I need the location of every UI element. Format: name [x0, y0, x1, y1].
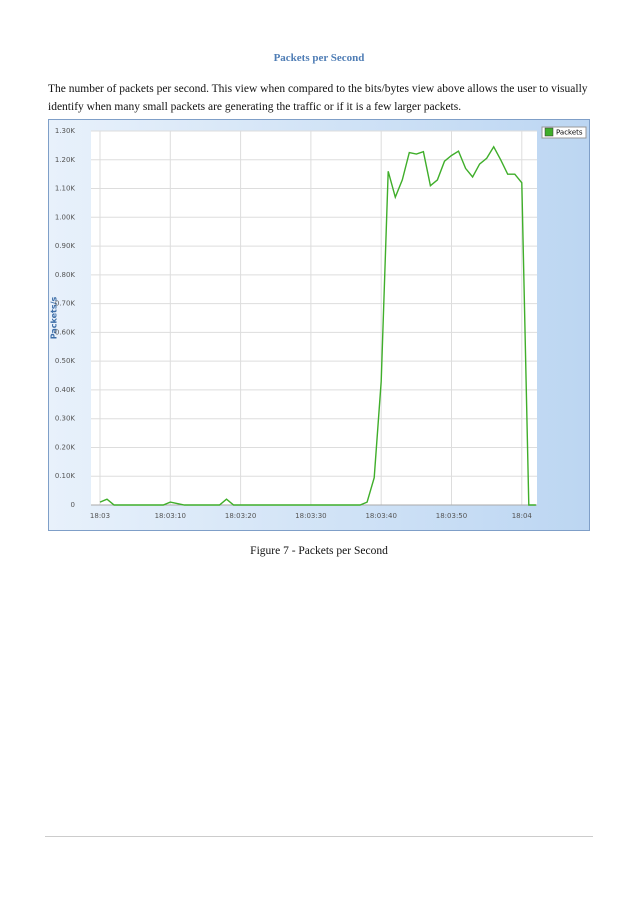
y-tick-label: 1.30K [55, 127, 76, 135]
chart: Packets/s 0 0.10K 0.20K 0.30K 0.40K 0.50K 0.60… [48, 119, 590, 531]
x-tick-label: 18:03:30 [295, 512, 326, 520]
y-tick-label: 0.40K [55, 386, 76, 394]
y-tick-label: 1.20K [55, 156, 76, 164]
x-tick-label: 18:03:50 [436, 512, 467, 520]
y-tick-label: 0.70K [55, 300, 76, 308]
x-tick-label: 18:03:40 [365, 512, 396, 520]
data-line [99, 145, 536, 506]
x-tick-label: 18:04 [512, 512, 533, 520]
paragraph: The number of packets per second. This v… [48, 83, 588, 113]
y-tick-label: 1.10K [55, 185, 76, 193]
legend-checkbox[interactable] [544, 127, 554, 137]
legend-label: Packets [556, 129, 583, 137]
y-tick-label: 1.00K [55, 213, 76, 221]
plot-area [91, 131, 537, 505]
footer-rule [45, 836, 593, 837]
y-tick-label: 0.50K [55, 357, 76, 365]
x-tick-label: 18:03 [90, 512, 110, 520]
y-tick-label: 0.10K [55, 472, 76, 480]
y-tick-label: 0.20K [55, 443, 76, 451]
y-tick-label: 0.30K [55, 415, 76, 423]
y-tick-label: 0.90K [55, 242, 76, 250]
heading: Packets per Second [273, 52, 365, 64]
caption: Figure 7 - Packets per Second [250, 545, 388, 557]
y-tick-label: 0 [71, 501, 75, 509]
legend-box [541, 126, 587, 139]
y-axis-label: Packets/s [50, 296, 59, 339]
x-tick-label: 18:03:20 [225, 512, 256, 520]
x-tick-label: 18:03:10 [155, 512, 186, 520]
y-tick-label: 0.80K [55, 271, 76, 279]
y-tick-label: 0.60K [55, 328, 76, 336]
